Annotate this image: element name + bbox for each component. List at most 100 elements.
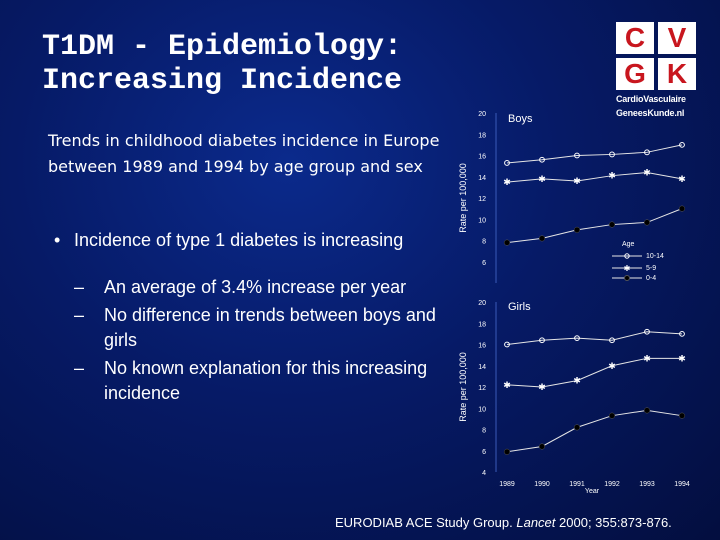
data-point-0-4: [538, 235, 546, 242]
bullet-marker: •: [54, 230, 61, 250]
y-tick-label: 6: [482, 260, 486, 267]
data-point-5-9: ✱: [573, 177, 581, 187]
data-point-5-9: ✱: [503, 178, 511, 188]
legend-marker-5-9: ✱: [624, 264, 631, 273]
logo-letter: V: [658, 22, 696, 54]
data-point-0-4: [538, 443, 546, 450]
logo-letter: G: [616, 58, 654, 90]
y-tick-label: 14: [478, 175, 486, 182]
sub-bullet-dash: –: [74, 277, 85, 297]
data-point-5-9: ✱: [608, 172, 616, 182]
data-point-0-4: [643, 407, 651, 414]
y-tick-label: 16: [478, 343, 486, 350]
sub-bullet-text: An average of 3.4% increase per year: [104, 277, 407, 297]
bullet-list: • Incidence of type 1 diabetes is increa…: [48, 228, 448, 409]
y-tick-label: 20: [478, 111, 486, 118]
series-line-5-9: [506, 357, 682, 388]
logo-letter: C: [616, 22, 654, 54]
sub-bullet: – An average of 3.4% increase per year: [74, 275, 448, 300]
citation-suffix: 2000; 355:873-876.: [555, 515, 672, 530]
series-line-0-4: [506, 208, 683, 244]
data-point-5-9: ✱: [538, 175, 546, 185]
logo-letter-grid: C V G K: [616, 22, 698, 90]
data-point-5-9: ✱: [643, 169, 651, 179]
legend-marker-10-14: [624, 253, 630, 259]
legend-label-0-4: 0-4: [646, 275, 656, 282]
sub-bullet-text: No difference in trends between boys and…: [104, 305, 436, 350]
data-point-10-14: [644, 328, 650, 335]
data-point-10-14: [574, 335, 580, 342]
title-line-1: T1DM - Epidemiology:: [42, 30, 403, 64]
series-line-0-4: [506, 409, 683, 453]
y-tick-label: 10: [478, 406, 486, 413]
logo-text-line-2: GeneesKunde.nl: [616, 108, 685, 118]
y-tick-label: 8: [482, 428, 486, 435]
data-point-10-14: [539, 156, 545, 163]
data-point-0-4: [678, 205, 686, 212]
bullet-main-text: Incidence of type 1 diabetes is increasi…: [74, 230, 404, 250]
panel-title: Boys: [508, 113, 533, 125]
data-point-5-9: ✱: [643, 354, 651, 364]
citation-prefix: EURODIAB ACE Study Group.: [335, 515, 517, 530]
series-line-5-9: [506, 171, 683, 183]
data-point-0-4: [503, 239, 511, 246]
y-tick-label: 12: [478, 196, 486, 203]
y-tick-label: 6: [482, 449, 486, 456]
x-tick-label: 1994: [674, 481, 690, 488]
data-point-0-4: [573, 424, 581, 431]
bullet-main: • Incidence of type 1 diabetes is increa…: [48, 228, 448, 253]
y-tick-label: 16: [478, 154, 486, 161]
data-point-10-14: [504, 160, 510, 166]
x-tick-label: 1990: [534, 481, 550, 488]
data-point-5-9: ✱: [538, 383, 546, 393]
data-point-10-14: [679, 330, 685, 337]
data-point-0-4: [608, 412, 616, 419]
data-point-0-4: [573, 226, 581, 233]
logo-text-line-1: CardioVasculaire: [616, 94, 686, 104]
data-point-5-9: ✱: [573, 377, 581, 387]
x-tick-label: 1992: [604, 481, 620, 488]
legend-title: Age: [622, 241, 635, 248]
data-point-10-14: [504, 341, 510, 348]
slide-subtitle: Trends in childhood diabetes incidence i…: [48, 131, 440, 176]
data-point-5-9: ✱: [678, 354, 686, 364]
legend-label-5-9: 5-9: [646, 265, 656, 272]
y-tick-label: 12: [478, 385, 486, 392]
cvgk-logo[interactable]: C V G K CardioVasculaire GeneesKunde.nl: [616, 22, 698, 122]
series-line-10-14: [506, 331, 683, 345]
x-tick-label: 1989: [499, 481, 515, 488]
data-point-10-14: [644, 149, 650, 156]
citation-journal: Lancet: [516, 515, 556, 530]
y-tick-label: 18: [478, 132, 486, 139]
y-tick-label: 20: [478, 300, 486, 307]
sub-bullet-dash: –: [74, 358, 85, 378]
y-tick-label: 8: [482, 239, 486, 246]
x-tick-label: 1991: [569, 481, 585, 488]
legend-label-10-14: 10-14: [646, 253, 664, 260]
legend-marker-0-4: [624, 275, 630, 281]
citation-footer: EURODIAB ACE Study Group. Lancet 2000; 3…: [335, 515, 672, 530]
sub-bullet: – No difference in trends between boys a…: [74, 303, 448, 353]
data-point-10-14: [679, 141, 685, 148]
y-tick-label: 4: [482, 470, 486, 477]
slide-title: T1DM - Epidemiology: Increasing Incidenc…: [42, 30, 462, 98]
data-point-10-14: [539, 337, 545, 344]
data-point-5-9: ✱: [503, 381, 511, 391]
sub-bullet: – No known explanation for this increasi…: [74, 356, 448, 406]
data-point-5-9: ✱: [678, 175, 686, 185]
x-tick-label: 1993: [639, 481, 655, 488]
panel-title: Girls: [508, 301, 531, 313]
data-point-0-4: [643, 219, 651, 226]
series-line-10-14: [506, 144, 683, 164]
sub-bullet-dash: –: [74, 305, 85, 325]
y-tick-label: 10: [478, 217, 486, 224]
data-point-5-9: ✱: [608, 362, 616, 372]
y-tick-label: 18: [478, 321, 486, 328]
y-tick-label: 14: [478, 364, 486, 371]
sub-bullet-text: No known explanation for this increasing…: [104, 358, 428, 403]
title-line-2: Increasing Incidence: [42, 64, 403, 98]
data-point-0-4: [608, 221, 616, 228]
data-point-0-4: [503, 448, 511, 455]
x-axis-label: Year: [585, 488, 600, 495]
